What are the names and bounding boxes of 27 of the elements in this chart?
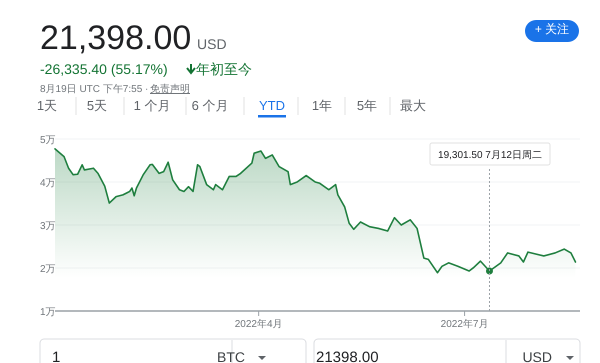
ytick: 5万 xyxy=(40,135,56,146)
ytick: 3万 xyxy=(40,221,56,232)
annotation: 1 xyxy=(52,349,60,363)
xtick: 2022年7月 xyxy=(440,319,488,330)
annotation: 1年 xyxy=(312,98,332,113)
annotation: 1天 xyxy=(36,98,58,113)
annotation: 免责声明 xyxy=(150,84,190,95)
annotation: YTD xyxy=(259,98,285,113)
title: 21,398.00 xyxy=(40,19,192,57)
annotation: 21398.00 xyxy=(316,349,379,363)
annotation: 最大 xyxy=(400,98,426,113)
ytick: 4万 xyxy=(40,178,56,189)
xtick: 2022年4月 xyxy=(234,319,283,330)
annotation: 6 个月 xyxy=(192,98,228,113)
ytick: 2万 xyxy=(40,264,56,275)
annotation: USD xyxy=(522,349,552,363)
annotation: 年初至今 xyxy=(196,61,252,77)
ytick: 1万 xyxy=(40,307,56,318)
annotation: BTC xyxy=(217,349,245,363)
annotation: + 关注 xyxy=(534,22,570,36)
annotation: 8月19日 UTC 下午7:55 · xyxy=(40,84,148,95)
annotation: 5天 xyxy=(86,98,108,113)
annotation: 1 个月 xyxy=(134,98,170,113)
subtitle: -26,335.40 (55.17%) xyxy=(40,61,168,77)
annotation: USD xyxy=(197,36,227,52)
annotation: 19,301.50 7月12日周二 xyxy=(438,150,542,161)
annotation: 5年 xyxy=(356,98,378,113)
